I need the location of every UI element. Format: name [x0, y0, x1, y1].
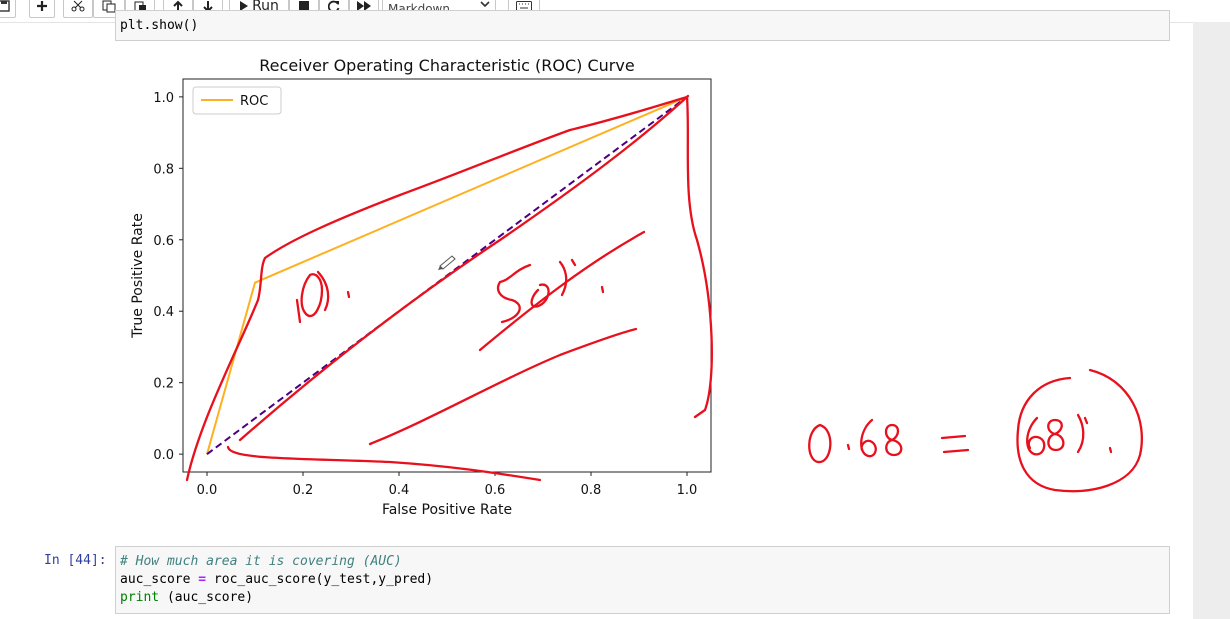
cell-prompt: In [44]:: [44, 553, 107, 568]
ink-text-50-percent: [496, 258, 605, 324]
ink-circle-68-percent: [1016, 368, 1143, 493]
code-line-auc: auc_score = roc_auc_score(y_test,y_pred): [120, 572, 434, 587]
y-tick-label: 0.0: [153, 448, 174, 463]
y-tick-label: 0.4: [153, 305, 174, 320]
add-icon: [37, 1, 47, 11]
handwritten-annotations: [185, 94, 1143, 493]
legend-label-roc: ROC: [240, 94, 268, 109]
ink-text-10-percent: [295, 270, 351, 324]
ink-stroke-a: [478, 230, 646, 352]
pen-cursor-icon: [438, 255, 456, 270]
legend-box: [192, 86, 282, 115]
x-axis-label: False Positive Rate: [382, 502, 512, 518]
x-tick-label: 0.4: [389, 483, 410, 498]
x-tick-label: 0.6: [485, 483, 506, 498]
x-tick-label: 0.2: [293, 483, 314, 498]
chevron-down-icon: [480, 1, 490, 8]
x-tick-label: 1.0: [677, 483, 698, 498]
ink-diagonal-under: [238, 94, 690, 442]
x-tick-label: 0.0: [197, 483, 218, 498]
code-line-comment: # How much area it is covering (AUC): [120, 554, 402, 569]
run-icon: [240, 1, 249, 11]
insert-cell-button[interactable]: [29, 0, 55, 18]
right-gutter: [1193, 22, 1230, 619]
save-icon: [0, 0, 10, 12]
copy-icon: [102, 0, 116, 12]
ink-text-68-percent: [1026, 413, 1113, 456]
ink-text-equals: [940, 434, 970, 454]
code-line-print: print (auc_score): [120, 590, 254, 605]
roc-curve-line: [206, 95, 688, 455]
ink-stroke-b: [368, 327, 638, 446]
cut-button[interactable]: [63, 0, 93, 18]
ink-upper-boundary: [185, 95, 713, 482]
x-tick-label: 0.8: [581, 483, 602, 498]
save-button[interactable]: [0, 0, 16, 18]
previous-cell-code: plt.show(): [120, 18, 199, 33]
code-cell[interactable]: # How much area it is covering (AUC) auc…: [115, 546, 1170, 614]
cut-icon: [71, 0, 85, 12]
y-axis-label: True Positive Rate: [130, 213, 146, 339]
y-tick-label: 0.6: [153, 234, 174, 249]
previous-code-cell[interactable]: plt.show(): [115, 10, 1170, 41]
stop-icon: [299, 1, 309, 11]
y-tick-label: 0.8: [153, 162, 174, 177]
ink-text-0-68: [808, 418, 903, 464]
fast-forward-icon: [357, 1, 371, 11]
y-tick-label: 0.2: [153, 377, 174, 392]
y-tick-label: 1.0: [153, 91, 174, 106]
roc-plot: Receiver Operating Characteristic (ROC) …: [130, 56, 712, 518]
chart-title: Receiver Operating Characteristic (ROC) …: [259, 56, 634, 75]
move-up-icon: [173, 0, 183, 12]
ink-lower-boundary: [226, 445, 542, 482]
